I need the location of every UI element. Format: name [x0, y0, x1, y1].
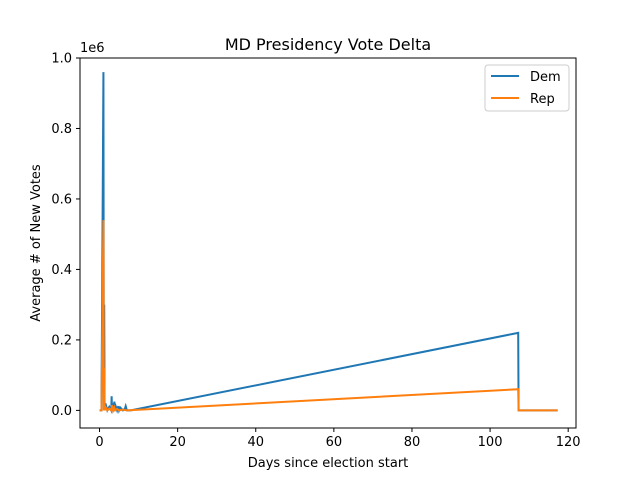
x-tick-label: 0: [95, 435, 103, 450]
y-tick-label: 0.4: [51, 263, 72, 278]
x-tick-label: 120: [556, 435, 581, 450]
y-tick-label: 0.6: [51, 192, 72, 207]
x-tick-label: 40: [247, 435, 264, 450]
x-axis-label: Days since election start: [248, 456, 409, 471]
y-offset-text: 1e6: [80, 41, 105, 56]
series-line-dem: [99, 72, 558, 415]
legend-label-rep: Rep: [530, 92, 555, 107]
y-tick-label: 0.0: [51, 404, 72, 419]
legend: Dem Rep: [484, 64, 570, 112]
series-line-rep: [99, 220, 558, 414]
x-tick-label: 60: [326, 435, 343, 450]
plot-lines: [99, 72, 558, 415]
y-axis-ticks: 0.0 0.2 0.4 0.6 0.8 1.0: [51, 52, 80, 419]
y-tick-label: 0.8: [51, 122, 72, 137]
x-tick-label: 80: [404, 435, 421, 450]
x-tick-label: 100: [478, 435, 503, 450]
y-tick-label: 1.0: [51, 52, 72, 67]
y-axis-label: Average # of New Votes: [29, 164, 44, 322]
chart-title: MD Presidency Vote Delta: [225, 35, 431, 54]
x-tick-label: 20: [169, 435, 186, 450]
x-axis-ticks: 0 20 40 60 80 100 120: [95, 428, 581, 450]
y-tick-label: 0.2: [51, 333, 72, 348]
plot-area-frame: [79, 57, 577, 429]
legend-label-dem: Dem: [530, 70, 561, 85]
